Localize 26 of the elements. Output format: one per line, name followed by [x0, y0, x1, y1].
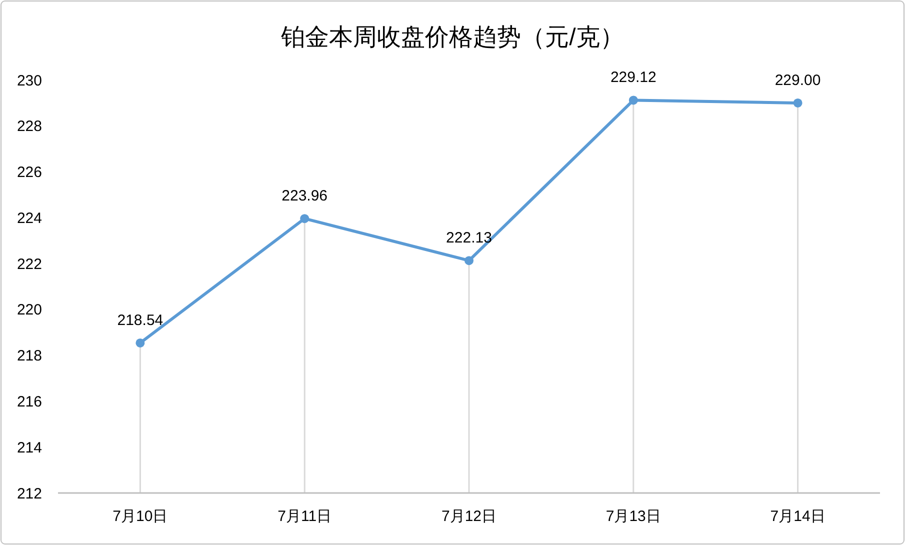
y-tick-label: 218 [16, 348, 42, 365]
y-tick-label: 216 [16, 393, 42, 410]
y-tick-label: 222 [16, 256, 42, 273]
y-tick-label: 226 [16, 164, 42, 182]
y-tick-label: 220 [16, 302, 42, 319]
y-tick-label: 228 [16, 118, 42, 136]
y-tick-label: 224 [16, 210, 42, 227]
y-tick-label: 212 [16, 485, 42, 502]
x-tick-label: 7月11日 [278, 508, 332, 525]
x-tick-label: 7月13日 [606, 508, 661, 525]
data-label: 229.12 [610, 69, 656, 86]
point [464, 256, 474, 266]
y-tick-label: 214 [16, 439, 42, 456]
data-label: 223.96 [282, 188, 328, 205]
point [136, 338, 145, 348]
data-label: 229.00 [774, 72, 821, 89]
x-tick-label: 7月14日 [770, 508, 826, 525]
point [628, 96, 638, 105]
point [793, 98, 802, 108]
y-tick-label: 230 [16, 72, 42, 90]
data-label: 222.13 [446, 230, 492, 247]
x-tick-label: 7月10日 [112, 508, 168, 525]
point [300, 214, 310, 224]
data-label: 218.54 [117, 312, 164, 329]
x-tick-label: 7月12日 [441, 508, 497, 525]
chart-title: 铂金本周收盘价格趋势（元/克） [280, 24, 624, 51]
